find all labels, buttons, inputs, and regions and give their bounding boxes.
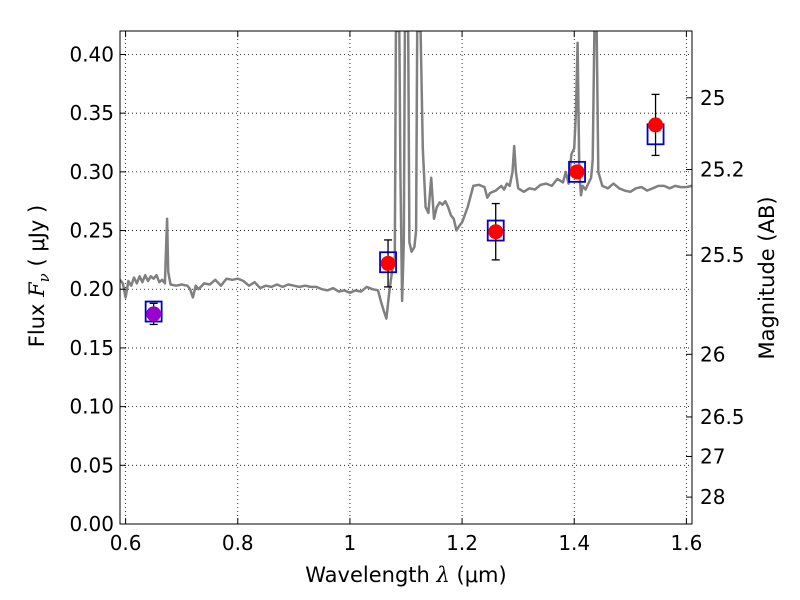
x-tick-label: 1.4 [558,531,590,555]
magnitude-tick-label: 26.5 [700,405,745,429]
magnitude-tick-label: 25.2 [700,158,745,182]
observed-point [488,224,504,240]
observed-point [380,255,396,271]
y-tick-label: 0.30 [69,160,114,184]
magnitude-tick-label: 26 [700,342,725,366]
x-tick-label: 1 [344,531,357,555]
y-tick-label: 0.40 [69,42,114,66]
y-axis-label: Flux Fν ( μJy ) [25,205,53,347]
x-tick-labels: 0.6 0.8 1 1.2 1.4 1.6 [110,531,703,555]
observed-point [648,117,664,133]
plot-frame [119,30,693,525]
x-tick-label: 1.2 [446,531,478,555]
x-tick-label: 0.8 [222,531,254,555]
right-axis-label: Magnitude (AB) [755,196,779,359]
model-spectrum-line [120,31,692,320]
model-band-square [568,160,586,183]
x-tick-label: 0.6 [110,531,142,555]
model-spectrum-layer [120,31,692,320]
magnitude-tick-label: 28 [700,485,725,509]
magnitude-tick-label: 25.5 [700,243,745,267]
y-tick-label: 0.05 [69,453,114,477]
observed-points-layer [146,93,664,326]
y-tick-label: 0.35 [69,101,114,125]
y-tick-labels: 0.00 0.05 0.10 0.15 0.20 0.25 0.30 0.35 0.40 [69,42,114,536]
y-tick-label: 0.25 [69,219,114,243]
y-tick-label: 0.15 [69,336,114,360]
tick-marks [120,31,692,525]
observed-point [569,164,585,180]
y-tick-label: 0.00 [69,512,114,536]
magnitude-tick-label: 25 [700,86,725,110]
y-tick-label: 0.20 [69,277,114,301]
x-tick-label: 1.6 [670,531,702,555]
magnitude-tick-label: 27 [700,444,725,468]
x-axis-label: Wavelength λ (μm) [305,563,506,587]
y-tick-label: 0.10 [69,395,114,419]
magnitude-tick-labels: 25 25.2 25.5 26 26.5 27 28 [700,86,745,509]
observed-point [146,306,162,322]
